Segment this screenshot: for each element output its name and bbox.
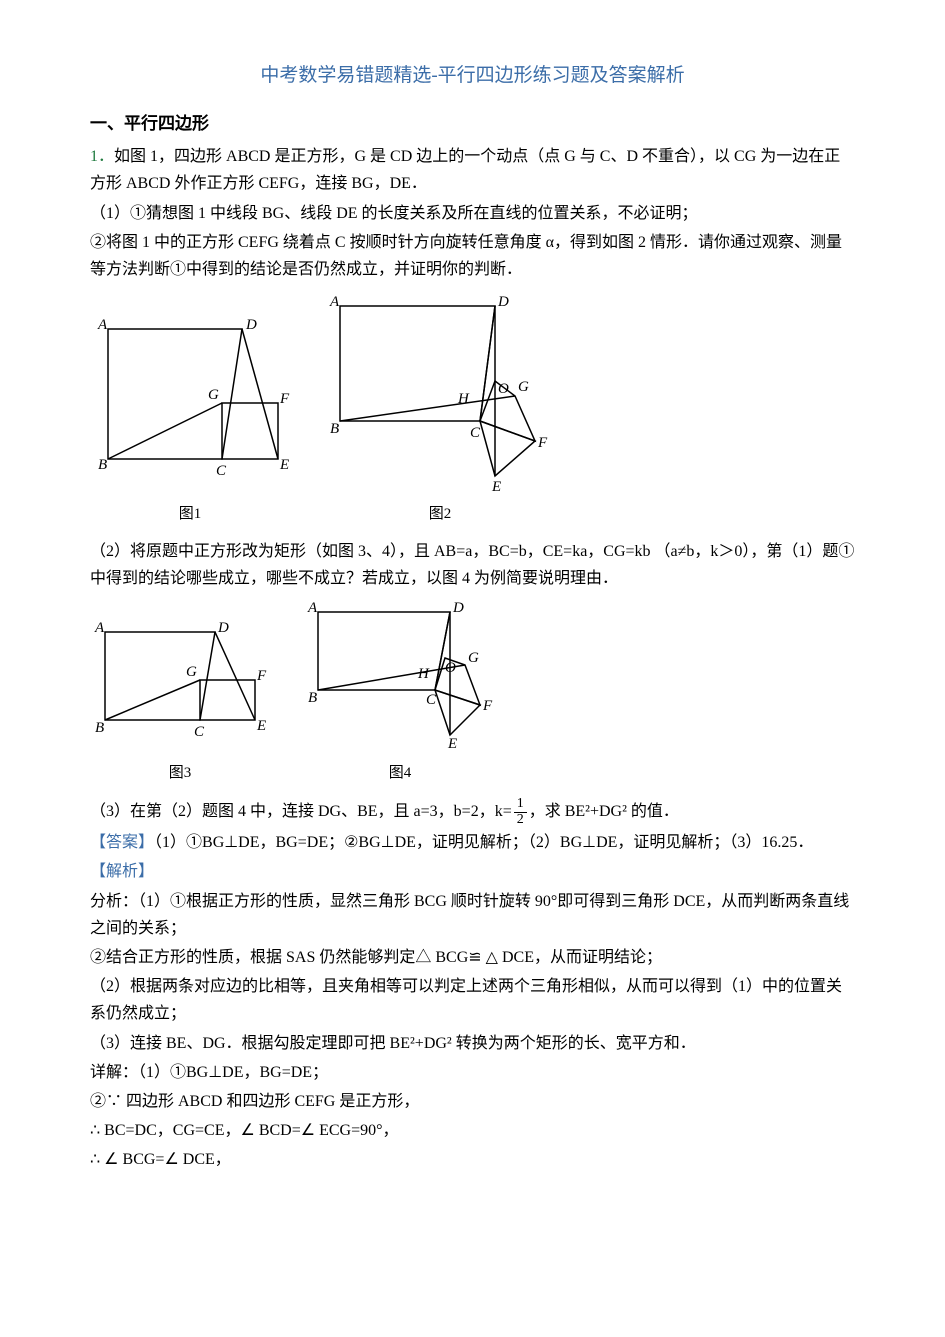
lbl-G: G: [208, 387, 219, 403]
lbl-H2: H: [457, 391, 470, 407]
expl-2: ②结合正方形的性质，根据 SAS 仍然能够判定△ BCG≌ △ DCE，从而证明…: [90, 944, 855, 971]
figure-2: A D B C E F G H O 图2: [320, 291, 560, 528]
q1-text-3: ②将图 1 中的正方形 CEFG 绕着点 C 按顺时针方向旋转任意角度 α，得到…: [90, 229, 855, 283]
frac-den: 2: [514, 813, 527, 828]
answer-label: 【答案】: [90, 834, 154, 851]
lbl-F2: F: [537, 435, 548, 451]
figure-1-caption: 图1: [90, 502, 290, 528]
figure-3-caption: 图3: [90, 761, 270, 787]
lbl-E: E: [279, 457, 289, 473]
question-number: 1．: [90, 148, 114, 165]
lbl-D4: D: [452, 600, 464, 616]
lbl-A3: A: [94, 620, 105, 636]
frac-num: 1: [514, 797, 527, 813]
lbl-G4: G: [468, 650, 479, 666]
lbl-A: A: [97, 317, 108, 333]
lbl-A4: A: [307, 600, 318, 616]
expl-3: （2）根据两条对应边的比相等，且夹角相等可以判定上述两个三角形相似，从而可以得到…: [90, 973, 855, 1027]
lbl-O4: O: [445, 660, 456, 676]
fraction-half: 12: [514, 797, 527, 827]
figure-4-caption: 图4: [300, 761, 500, 787]
lbl-D3: D: [217, 620, 229, 636]
explanation-label: 【解析】: [90, 858, 855, 885]
lbl-O2: O: [498, 381, 509, 397]
expl-8: ∴ ∠ BCG=∠ DCE，: [90, 1146, 855, 1173]
lbl-B3: B: [95, 720, 104, 736]
lbl-E3: E: [256, 718, 266, 734]
question-1-intro: 1．如图 1，四边形 ABCD 是正方形，G 是 CD 边上的一个动点（点 G …: [90, 143, 855, 197]
lbl-C4: C: [426, 692, 437, 708]
lbl-C3: C: [194, 724, 205, 740]
lbl-H4: H: [417, 666, 430, 682]
lbl-A2: A: [329, 294, 340, 310]
q1-text-5b: ，求 BE²+DG² 的值．: [529, 803, 679, 820]
lbl-F3: F: [256, 668, 267, 684]
answer-text: （1）①BG⊥DE，BG=DE；②BG⊥DE，证明见解析；（2）BG⊥DE，证明…: [154, 834, 813, 851]
lbl-B4: B: [308, 690, 317, 706]
lbl-D: D: [245, 317, 257, 333]
lbl-B: B: [98, 457, 107, 473]
lbl-C2: C: [470, 425, 481, 441]
lbl-G2: G: [518, 379, 529, 395]
figure-row-2: A D B C E F G 图3 A D B C E F G H O 图4: [90, 600, 855, 787]
lbl-E2: E: [491, 479, 501, 491]
lbl-D2: D: [497, 294, 509, 310]
q1-text-5: （3）在第（2）题图 4 中，连接 DG、BE，且 a=3，b=2，k=12，求…: [90, 797, 855, 827]
q1-text-5a: （3）在第（2）题图 4 中，连接 DG、BE，且 a=3，b=2，k=: [90, 803, 512, 820]
lbl-F4: F: [482, 698, 493, 714]
expl-7: ∴ BC=DC，CG=CE，∠ BCD=∠ ECG=90°，: [90, 1117, 855, 1144]
lbl-F: F: [279, 391, 290, 407]
lbl-C: C: [216, 463, 227, 479]
q1-text-1: 如图 1，四边形 ABCD 是正方形，G 是 CD 边上的一个动点（点 G 与 …: [90, 148, 840, 192]
figure-2-caption: 图2: [320, 502, 560, 528]
expl-6: ②∵ 四边形 ABCD 和四边形 CEFG 是正方形，: [90, 1088, 855, 1115]
expl-4: （3）连接 BE、DG．根据勾股定理即可把 BE²+DG² 转换为两个矩形的长、…: [90, 1030, 855, 1057]
figure-row-1: A D B C E F G 图1 A D B C E F G H: [90, 291, 855, 528]
lbl-B2: B: [330, 421, 339, 437]
lbl-E4: E: [447, 736, 457, 750]
expl-5: 详解：（1）①BG⊥DE，BG=DE；: [90, 1059, 855, 1086]
expl-1: 分析：（1）①根据正方形的性质，显然三角形 BCG 顺时针旋转 90°即可得到三…: [90, 888, 855, 942]
section-heading: 一、平行四边形: [90, 110, 855, 139]
figure-4: A D B C E F G H O 图4: [300, 600, 500, 787]
answer-line: 【答案】（1）①BG⊥DE，BG=DE；②BG⊥DE，证明见解析；（2）BG⊥D…: [90, 829, 855, 856]
figure-1: A D B C E F G 图1: [90, 311, 290, 528]
lbl-G3: G: [186, 664, 197, 680]
page-title: 中考数学易错题精选-平行四边形练习题及答案解析: [90, 60, 855, 92]
figure-3: A D B C E F G 图3: [90, 620, 270, 787]
q1-text-4: （2）将原题中正方形改为矩形（如图 3、4），且 AB=a，BC=b，CE=ka…: [90, 538, 855, 592]
q1-text-2: （1）①猜想图 1 中线段 BG、线段 DE 的长度关系及所在直线的位置关系，不…: [90, 200, 855, 227]
